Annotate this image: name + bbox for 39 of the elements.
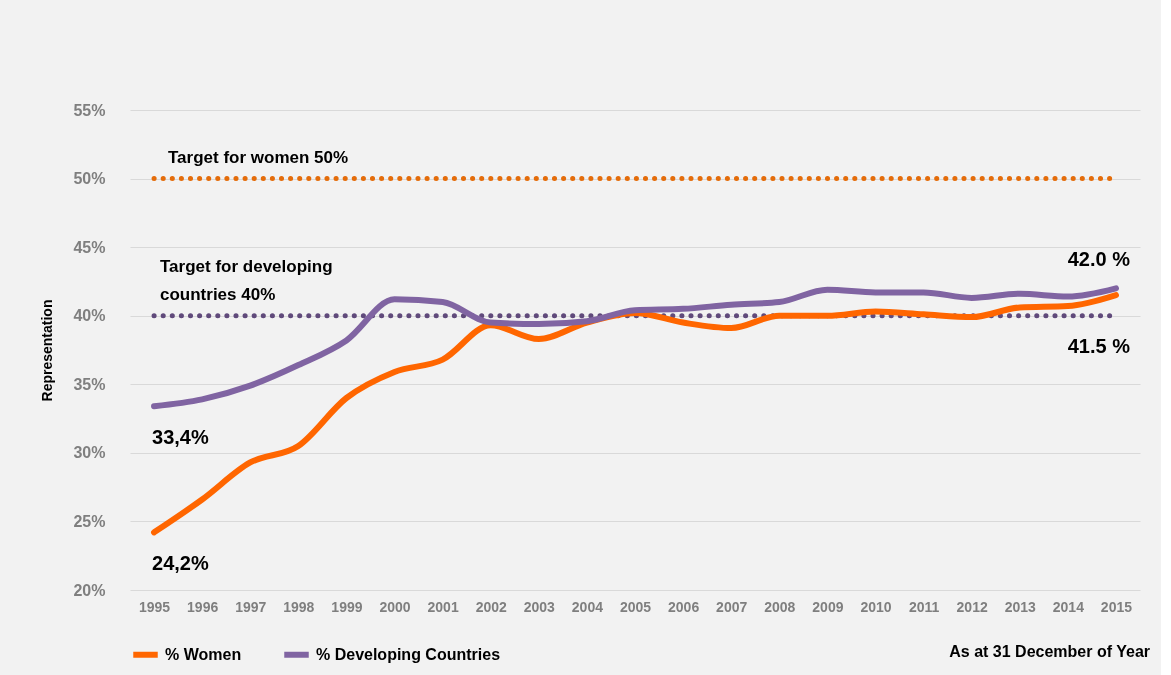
- y-axis-title: Representation: [39, 299, 56, 402]
- x-tick-label: 2005: [619, 598, 652, 615]
- x-tick-label: 2014: [1052, 598, 1085, 615]
- data-label: 33,4%: [152, 426, 209, 449]
- x-tick-label: 1996: [187, 598, 219, 615]
- y-tick-label: 45%: [73, 238, 106, 256]
- x-tick-label: 2007: [716, 598, 748, 615]
- x-tick-label: 1997: [235, 598, 267, 615]
- ref-line-label: Target for women 50%: [168, 147, 349, 167]
- x-tick-label: 2001: [427, 598, 459, 615]
- y-tick-label: 40%: [73, 307, 106, 325]
- x-tick-label: 2004: [571, 598, 604, 615]
- x-tick-label: 2003: [523, 598, 556, 615]
- x-tick-label: 2002: [475, 598, 507, 615]
- x-tick-label: 1999: [331, 598, 363, 615]
- x-tick-label: 2010: [860, 598, 892, 615]
- ref-line-label: Target for developing countries 40%: [160, 256, 333, 304]
- data-label: 24,2%: [152, 552, 209, 575]
- x-tick-label: 2008: [764, 598, 796, 615]
- data-label: 42.0 %: [1067, 248, 1131, 271]
- y-tick-label: 30%: [73, 444, 106, 462]
- x-tick-label: 2011: [908, 598, 940, 615]
- x-tick-label: 2012: [956, 598, 988, 615]
- x-tick-label: 2006: [668, 598, 700, 615]
- x-tick-label: 2000: [379, 598, 411, 615]
- data-label: 41.5 %: [1067, 335, 1131, 358]
- legend-label: % Developing Countries: [316, 645, 501, 663]
- x-tick-label: 2015: [1100, 598, 1133, 615]
- y-tick-label: 20%: [73, 581, 106, 599]
- text: As at 31 December of Year: [949, 643, 1150, 660]
- y-tick-label: 50%: [73, 170, 106, 188]
- y-tick-label: 35%: [73, 375, 106, 393]
- x-tick-label: 1995: [138, 598, 171, 615]
- legend-label: % Women: [165, 645, 242, 663]
- x-tick-label: 1998: [283, 598, 315, 615]
- y-tick-label: 25%: [73, 512, 106, 530]
- x-tick-label: 2013: [1004, 598, 1037, 615]
- x-tick-label: 2009: [812, 598, 844, 615]
- y-tick-label: 55%: [73, 101, 106, 119]
